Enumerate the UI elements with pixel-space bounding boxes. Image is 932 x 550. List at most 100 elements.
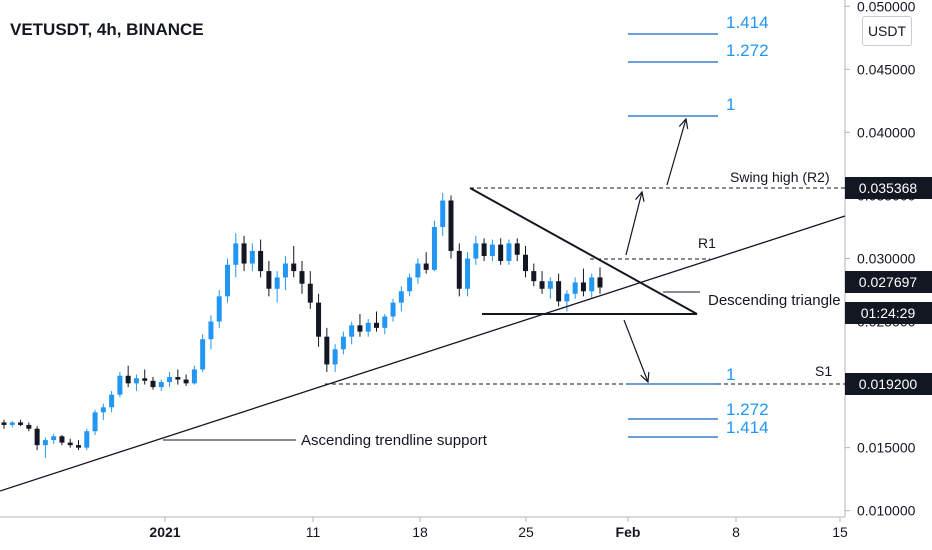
candle-body	[390, 302, 396, 317]
candle-body	[572, 282, 578, 294]
candle-body	[589, 277, 595, 292]
x-tick-label: 11	[306, 524, 321, 540]
candle-body	[473, 243, 479, 259]
candle-body	[398, 291, 404, 303]
price-axis-badge-label: 0.019200	[859, 376, 918, 392]
breakdown-arrow-head	[640, 371, 650, 384]
candle-body	[76, 445, 81, 448]
price-axis-badge-label: 01:24:29	[861, 305, 916, 321]
currency-unit-badge[interactable]: USDT	[862, 16, 912, 46]
candle-body	[1, 422, 7, 425]
candle-body	[225, 264, 230, 297]
candle-body	[332, 349, 338, 365]
fib-target-label-up: 1.272	[726, 41, 769, 60]
candle-body	[92, 412, 98, 432]
candle-body	[448, 200, 454, 251]
candle-body	[514, 243, 520, 255]
candle-body	[183, 379, 189, 384]
price-axis-badge	[845, 302, 932, 324]
candle-body	[564, 293, 570, 302]
candle-body	[365, 322, 371, 332]
candle-body	[374, 322, 379, 328]
price-axis-badge	[845, 271, 932, 293]
candle-body	[440, 200, 446, 227]
candle-body	[9, 422, 15, 425]
fib-target-label-down: 1.414	[726, 418, 769, 437]
candle-body	[481, 243, 487, 256]
ascending-trendline-label: Ascending trendline support	[301, 432, 488, 449]
candle-body	[506, 243, 512, 262]
candle-body	[291, 263, 297, 272]
candle-body	[142, 378, 148, 381]
candle-body	[407, 277, 413, 292]
swing-high-label: Swing high (R2)	[730, 169, 830, 185]
candle-body	[233, 243, 239, 265]
candle-body	[415, 263, 421, 278]
fib-target-label-up: 1	[726, 95, 735, 114]
x-tick-label: 18	[412, 524, 428, 540]
candle-body	[216, 296, 222, 322]
candle-body	[84, 431, 90, 448]
y-tick-label: 0.030000	[857, 251, 916, 267]
x-tick-label: 2021	[149, 524, 180, 540]
candle-body	[489, 244, 495, 256]
candle-body	[431, 226, 437, 270]
price-axis-badge	[845, 373, 932, 395]
candle-body	[133, 378, 139, 384]
candle-body	[340, 336, 346, 350]
candle-body	[382, 316, 388, 328]
candle-body	[100, 407, 106, 413]
candle-body	[258, 250, 264, 272]
target-up-arrow-shaft	[666, 118, 687, 186]
target-up-arrow-head	[678, 117, 689, 129]
candle-body	[34, 428, 40, 446]
candle-body	[150, 380, 156, 388]
breakout-up-arrow-shaft	[625, 191, 643, 256]
fib-target-label-up: 1.414	[726, 13, 769, 32]
price-axis-badge	[845, 177, 932, 199]
fib-target-label-down: 1.272	[726, 400, 769, 419]
descending-triangle-label: Descending triangle	[708, 292, 841, 309]
x-tick-label: 25	[518, 524, 534, 540]
candle-body	[523, 254, 528, 272]
candle-body	[274, 277, 280, 289]
candle-body	[556, 281, 562, 302]
candle-body	[208, 321, 214, 340]
candle-body	[349, 325, 355, 337]
candle-body	[26, 424, 32, 429]
price-axis-badge-label: 0.035368	[859, 180, 918, 196]
candle-body	[59, 436, 65, 443]
chart-title: VETUSDT, 4h, BINANCE	[10, 20, 204, 39]
y-tick-label: 0.050000	[857, 0, 916, 14]
x-tick-label: 8	[732, 524, 740, 540]
candle-body	[597, 277, 603, 288]
candle-body	[67, 442, 73, 446]
ascending-trendline	[0, 215, 846, 492]
candle-body	[531, 271, 537, 282]
candle-body	[200, 339, 206, 370]
candle-body	[109, 394, 115, 408]
x-tick-label: Feb	[616, 524, 641, 540]
candle-body	[539, 281, 545, 289]
candle-body	[465, 258, 471, 289]
fib-target-label-down: 1	[726, 365, 735, 384]
candle-body	[282, 263, 288, 278]
candle-body	[125, 375, 131, 384]
candle-body	[357, 325, 363, 332]
triangle-upper-line	[469, 187, 698, 315]
breakout-up-arrow-head	[635, 190, 645, 202]
candles	[1, 192, 603, 458]
candle-body	[423, 263, 429, 270]
y-tick-label: 0.015000	[857, 440, 916, 456]
candle-body	[42, 440, 48, 446]
candle-body	[117, 375, 123, 395]
y-tick-label: 0.040000	[857, 124, 916, 140]
s1-label: S1	[815, 363, 832, 379]
r1-label: R1	[698, 235, 716, 251]
candle-body	[299, 271, 305, 284]
candle-body	[266, 271, 272, 289]
candle-body	[324, 336, 330, 365]
drawings	[0, 33, 846, 492]
